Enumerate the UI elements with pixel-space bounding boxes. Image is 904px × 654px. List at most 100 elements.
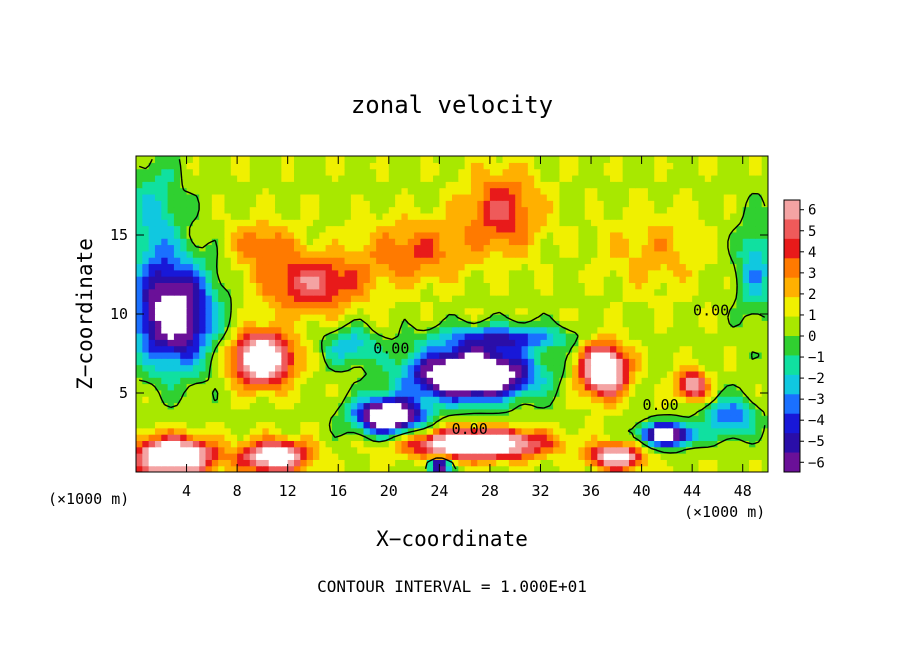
- heat-cell: [698, 408, 706, 416]
- heat-cell: [382, 465, 390, 472]
- heat-cell: [306, 174, 314, 182]
- heat-cell: [610, 257, 617, 265]
- heat-cell: [294, 459, 301, 467]
- heat-cell: [565, 244, 573, 252]
- heat-cell: [742, 320, 750, 328]
- heat-cell: [287, 219, 295, 227]
- heat-cell: [736, 295, 744, 302]
- heat-cell: [666, 345, 674, 353]
- heat-cell: [357, 276, 365, 283]
- heat-cell: [306, 181, 314, 189]
- heat-cell: [268, 396, 276, 404]
- heat-cell: [439, 282, 447, 290]
- heat-cell: [534, 446, 542, 454]
- heat-cell: [268, 408, 276, 416]
- heat-cell: [477, 434, 485, 441]
- heat-cell: [717, 345, 725, 353]
- heat-cell: [173, 421, 181, 429]
- heat-cell: [281, 219, 289, 227]
- heat-cell: [173, 320, 181, 328]
- heat-cell: [439, 174, 447, 182]
- heat-cell: [281, 231, 289, 239]
- heat-cell: [287, 345, 295, 353]
- heat-cell: [477, 358, 485, 366]
- heat-cell: [287, 307, 295, 315]
- heat-cell: [142, 415, 150, 423]
- heat-cell: [382, 225, 390, 233]
- heat-cell: [711, 187, 719, 195]
- heat-cell: [287, 383, 295, 391]
- heat-cell: [635, 459, 643, 467]
- heat-cell: [742, 358, 750, 366]
- heat-cell: [306, 187, 314, 195]
- heat-cell: [376, 345, 384, 353]
- heat-cell: [395, 231, 403, 239]
- heat-cell: [654, 364, 662, 372]
- heat-cell: [572, 446, 579, 454]
- heat-cell: [420, 174, 428, 182]
- heat-cell: [161, 288, 169, 296]
- heat-cell: [641, 301, 649, 309]
- heat-cell: [628, 250, 636, 258]
- heat-cell: [679, 288, 687, 296]
- heat-cell: [508, 440, 516, 448]
- heat-cell: [489, 257, 497, 265]
- heat-cell: [749, 408, 756, 416]
- heat-cell: [369, 250, 377, 258]
- heat-cell: [647, 187, 655, 195]
- heat-cell: [224, 370, 232, 378]
- heat-cell: [420, 307, 428, 315]
- heat-cell: [426, 465, 434, 472]
- heat-cell: [376, 206, 384, 214]
- heat-cell: [363, 219, 371, 227]
- heat-cell: [230, 320, 238, 328]
- heat-cell: [584, 269, 592, 277]
- heat-cell: [161, 351, 169, 359]
- heat-cell: [458, 231, 466, 239]
- heat-cell: [603, 465, 611, 472]
- heat-cell: [363, 257, 371, 265]
- heat-cell: [749, 174, 756, 182]
- heat-cell: [287, 434, 295, 441]
- heat-cell: [211, 174, 219, 182]
- heat-cell: [458, 187, 466, 195]
- heat-cell: [578, 257, 586, 265]
- heat-cell: [647, 219, 655, 227]
- heat-cell: [319, 339, 327, 347]
- heat-cell: [325, 402, 333, 410]
- heat-cell: [395, 364, 403, 372]
- heat-cell: [559, 162, 567, 170]
- heat-cell: [483, 396, 491, 404]
- heat-cell: [294, 345, 301, 353]
- heat-cell: [382, 339, 390, 347]
- heat-cell: [439, 200, 447, 208]
- heat-cell: [660, 434, 668, 441]
- heat-cell: [136, 250, 143, 258]
- heat-cell: [616, 453, 624, 460]
- heat-cell: [306, 162, 314, 170]
- heat-cell: [363, 206, 371, 214]
- heat-cell: [641, 389, 649, 397]
- heat-cell: [742, 288, 750, 296]
- heat-cell: [300, 219, 308, 227]
- heat-cell: [508, 200, 516, 208]
- heat-cell: [237, 288, 245, 296]
- heat-cell: [559, 263, 567, 271]
- heat-cell: [698, 358, 706, 366]
- heat-cell: [319, 181, 327, 189]
- heat-cell: [243, 459, 251, 467]
- heat-cell: [610, 206, 617, 214]
- heat-cell: [142, 377, 150, 385]
- heat-cell: [262, 193, 270, 201]
- heat-cell: [395, 415, 403, 423]
- heat-cell: [331, 282, 339, 290]
- heat-cell: [382, 326, 390, 334]
- heat-cell: [382, 332, 390, 340]
- heat-cell: [704, 282, 712, 290]
- heat-cell: [268, 200, 276, 208]
- heat-cell: [433, 156, 440, 163]
- heat-cell: [483, 301, 491, 309]
- heat-cell: [395, 421, 403, 429]
- heat-cell: [584, 459, 592, 467]
- heat-cell: [483, 168, 491, 176]
